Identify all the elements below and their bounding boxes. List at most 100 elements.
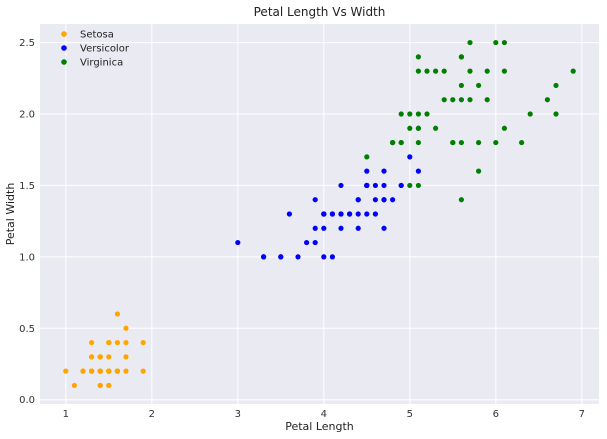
data-point <box>424 111 430 117</box>
data-point <box>424 68 430 74</box>
data-point <box>123 354 129 360</box>
data-point <box>338 225 344 231</box>
data-point <box>441 68 447 74</box>
data-point <box>114 368 120 374</box>
data-point <box>415 168 421 174</box>
data-point <box>476 82 482 89</box>
data-point <box>312 197 318 203</box>
data-point <box>347 211 353 217</box>
data-point <box>493 39 499 46</box>
data-point <box>450 139 456 146</box>
x-tick-label: 3 <box>235 409 241 420</box>
data-point <box>364 168 370 174</box>
data-point <box>433 125 439 131</box>
legend-item-setosa: Setosa <box>61 30 114 41</box>
y-tick-label: 1.5 <box>19 181 35 192</box>
x-tick-label: 2 <box>149 409 155 420</box>
data-point <box>304 239 310 246</box>
series-virginica <box>364 39 576 203</box>
data-point <box>312 225 318 231</box>
data-point <box>407 182 413 189</box>
data-point <box>493 139 499 146</box>
data-point <box>527 111 533 117</box>
plot-area <box>40 24 599 404</box>
data-point <box>338 182 344 189</box>
data-point <box>63 368 69 374</box>
data-point <box>364 211 370 217</box>
data-points <box>63 39 576 389</box>
legend-label: Setosa <box>80 30 114 41</box>
x-axis-ticks: 1 2 3 4 5 6 7 <box>63 409 585 420</box>
data-point <box>123 339 129 346</box>
data-point <box>544 97 551 103</box>
data-point <box>519 139 525 146</box>
data-point <box>321 211 327 217</box>
data-point <box>329 211 335 217</box>
data-point <box>97 368 103 374</box>
data-point <box>372 182 378 189</box>
data-point <box>441 97 447 103</box>
y-axis-ticks: 0.0 0.5 1.0 1.5 2.0 2.5 <box>19 38 35 406</box>
data-point <box>501 68 507 74</box>
data-point <box>140 368 146 374</box>
data-point <box>467 97 473 103</box>
data-point <box>381 168 387 174</box>
data-point <box>114 339 120 346</box>
data-point <box>476 139 482 146</box>
data-point <box>381 197 387 203</box>
data-point <box>415 54 421 60</box>
data-point <box>407 125 413 131</box>
data-point <box>261 254 267 260</box>
data-point <box>381 182 387 189</box>
data-point <box>458 97 464 103</box>
data-point <box>570 68 576 74</box>
legend: Setosa Versicolor Virginica <box>61 30 130 69</box>
data-point <box>458 197 464 203</box>
data-point <box>390 197 396 203</box>
legend-label: Versicolor <box>80 44 130 55</box>
y-tick-label: 2.0 <box>19 110 35 121</box>
data-point <box>372 197 378 203</box>
x-tick-label: 1 <box>63 409 69 420</box>
data-point <box>458 82 464 89</box>
data-point <box>458 139 464 146</box>
legend-marker <box>61 45 67 51</box>
data-point <box>338 211 344 217</box>
data-point <box>89 368 95 374</box>
x-tick-label: 5 <box>407 409 413 420</box>
y-axis-label: Petal Width <box>4 183 17 246</box>
grid <box>40 24 599 404</box>
data-point <box>501 39 507 46</box>
chart-title: Petal Length Vs Width <box>254 5 386 19</box>
data-point <box>329 254 335 260</box>
data-point <box>89 354 95 360</box>
data-point <box>407 154 413 160</box>
data-point <box>71 382 77 389</box>
y-tick-label: 0.0 <box>19 395 35 406</box>
data-point <box>106 354 112 360</box>
data-point <box>407 111 413 117</box>
legend-marker <box>61 59 67 65</box>
legend-item-versicolor: Versicolor <box>61 44 130 55</box>
data-point <box>286 211 292 217</box>
data-point <box>553 82 559 89</box>
data-point <box>321 225 327 231</box>
data-point <box>415 139 421 146</box>
data-point <box>355 197 361 203</box>
data-point <box>106 339 112 346</box>
data-point <box>390 139 396 146</box>
data-point <box>501 125 507 131</box>
data-point <box>321 254 327 260</box>
x-axis-label: Petal Length <box>285 420 354 433</box>
x-tick-label: 4 <box>321 409 327 420</box>
data-point <box>123 368 129 374</box>
data-point <box>398 111 404 117</box>
data-point <box>458 54 464 60</box>
data-point <box>114 311 120 317</box>
data-point <box>80 368 86 374</box>
x-tick-label: 7 <box>579 409 585 420</box>
data-point <box>415 68 421 74</box>
data-point <box>415 125 421 131</box>
data-point <box>381 225 387 231</box>
data-point <box>123 325 129 331</box>
